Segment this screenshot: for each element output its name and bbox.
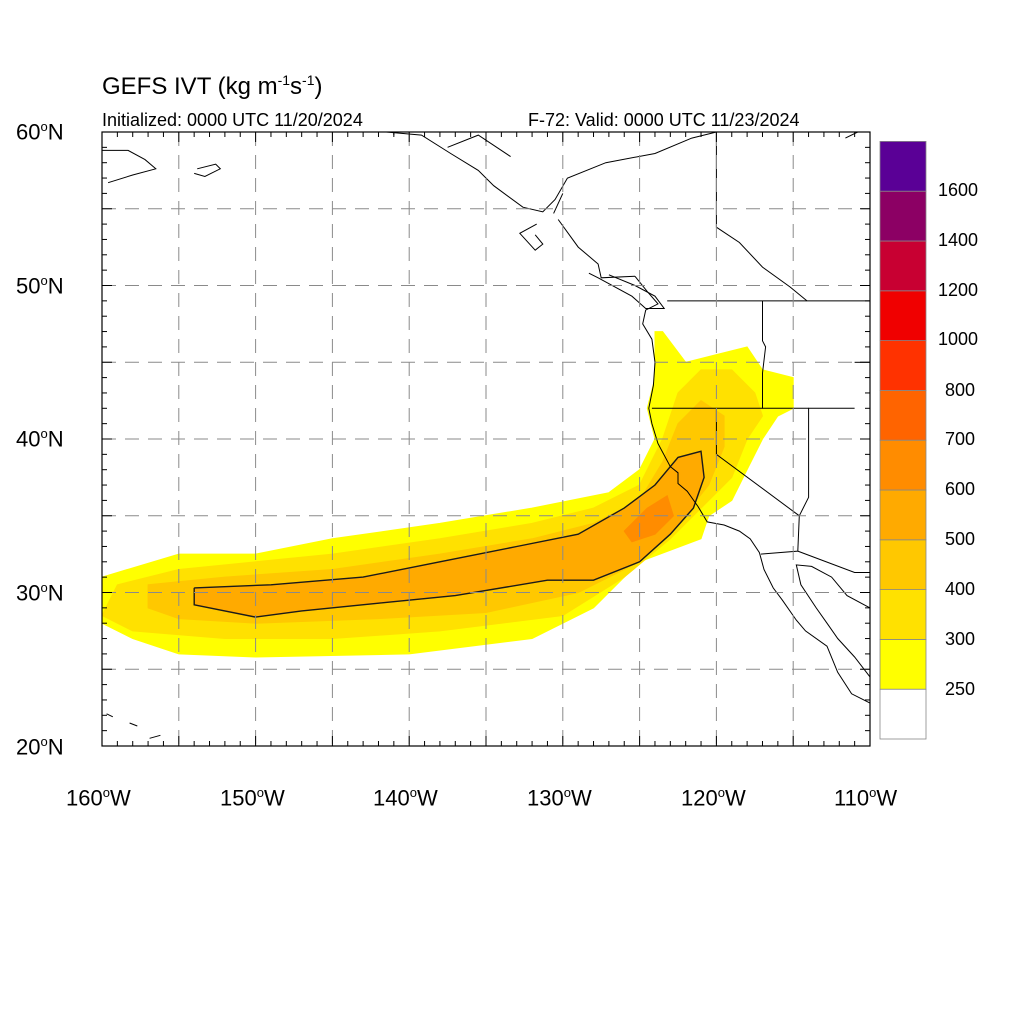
colorbar bbox=[879, 140, 927, 740]
colorbar-swatch bbox=[879, 639, 927, 690]
colorbar-label-700: 700 bbox=[945, 429, 976, 449]
lon-label-140w: 140oW bbox=[373, 785, 438, 811]
coastline-segment bbox=[634, 275, 870, 704]
coastline-segment bbox=[386, 132, 717, 213]
colorbar-label-500: 500 bbox=[945, 529, 976, 549]
colorbar-swatch bbox=[879, 140, 927, 192]
coastline-segment bbox=[795, 564, 870, 678]
coastline-segment bbox=[149, 734, 161, 739]
axis-ticks bbox=[101, 131, 871, 747]
colorbar-label-250: 250 bbox=[945, 679, 976, 699]
colorbar-swatch bbox=[879, 688, 927, 740]
coastline-segment bbox=[129, 722, 138, 727]
coastlines bbox=[102, 132, 870, 746]
colorbar-label-400: 400 bbox=[945, 579, 976, 599]
border-segment bbox=[798, 407, 855, 517]
coastline-segment bbox=[102, 149, 157, 184]
lon-label-130w: 130oW bbox=[527, 785, 592, 811]
lon-label-160w: 160oW bbox=[66, 785, 131, 811]
contour-line-500 bbox=[193, 450, 705, 618]
coastline-segment bbox=[194, 163, 222, 178]
colorbar-label-800: 800 bbox=[945, 380, 976, 400]
colorbar-label-1400: 1400 bbox=[938, 230, 979, 250]
colorbar-swatch bbox=[879, 539, 927, 590]
colorbar-label-1600: 1600 bbox=[938, 180, 979, 200]
coastline-segment bbox=[519, 223, 544, 251]
colorbar-swatch bbox=[879, 190, 927, 242]
coastline-segment bbox=[171, 745, 173, 746]
coastline-segment bbox=[557, 219, 636, 279]
lat-label-60n: 60oN bbox=[16, 119, 64, 145]
map-title: GEFS IVT (kg m-1s-1) bbox=[102, 72, 323, 100]
border-segment bbox=[553, 193, 564, 214]
colorbar-swatch bbox=[879, 589, 927, 640]
border-segment bbox=[797, 550, 870, 573]
coastline-segment bbox=[588, 272, 666, 309]
lon-label-120w: 120oW bbox=[681, 785, 746, 811]
colorbar-swatch bbox=[879, 240, 927, 292]
valid-time: F-72: Valid: 0000 UTC 11/23/2024 bbox=[528, 110, 800, 130]
initialized-time: Initialized: 0000 UTC 11/20/2024 bbox=[102, 110, 363, 130]
colorbar-swatch bbox=[879, 290, 927, 341]
colorbar-label-1000: 1000 bbox=[938, 329, 979, 349]
lon-label-110w: 110oW bbox=[834, 785, 898, 811]
lat-label-20n: 20oN bbox=[16, 734, 64, 760]
coastline-segment bbox=[845, 132, 858, 139]
lat-label-50n: 50oN bbox=[16, 273, 64, 299]
colorbar-swatch bbox=[879, 489, 927, 541]
lat-label-40n: 40oN bbox=[16, 426, 64, 452]
gridlines bbox=[102, 132, 870, 746]
border-segment bbox=[447, 134, 511, 158]
colorbar-swatch bbox=[879, 439, 927, 491]
colorbar-label-600: 600 bbox=[945, 479, 976, 499]
colorbar-swatch bbox=[879, 340, 927, 391]
lon-label-150w: 150oW bbox=[220, 785, 285, 811]
lat-label-30n: 30oN bbox=[16, 580, 64, 606]
border-segment bbox=[651, 300, 767, 409]
ivt-500-contour bbox=[193, 450, 705, 618]
colorbar-swatch bbox=[879, 389, 927, 441]
colorbar-label-1200: 1200 bbox=[938, 280, 979, 300]
colorbar-label-300: 300 bbox=[945, 629, 976, 649]
coastline-segment bbox=[106, 713, 114, 718]
ivt-band-600 bbox=[623, 495, 674, 543]
